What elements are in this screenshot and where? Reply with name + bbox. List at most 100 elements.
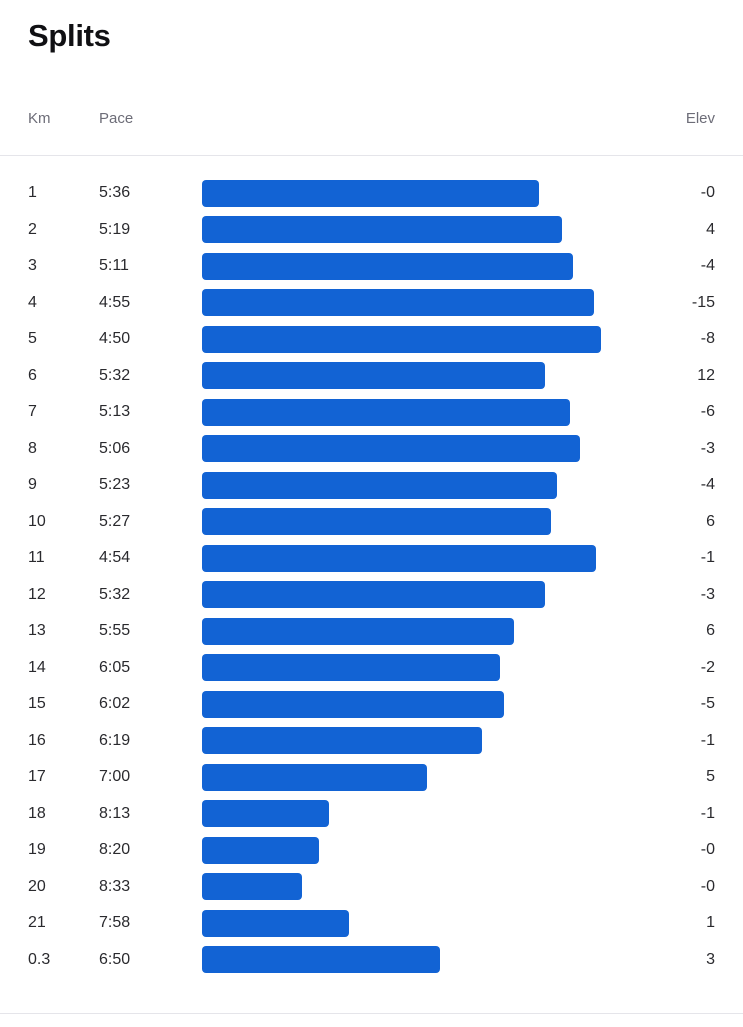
split-row: 8 5:06 -3 xyxy=(0,431,743,468)
pace-bar-track xyxy=(202,763,669,791)
pace-value: 7:58 xyxy=(99,914,131,932)
split-row: 9 5:23 -4 xyxy=(0,467,743,504)
pace-bar xyxy=(202,289,594,317)
pace-bar-track xyxy=(202,398,669,426)
km-value: 8 xyxy=(28,439,37,457)
pace-value: 5:19 xyxy=(99,220,131,238)
split-row: 7 5:13 -6 xyxy=(0,394,743,431)
km-value: 17 xyxy=(28,768,46,786)
pace-bar-track xyxy=(202,617,669,645)
pace-bar-track xyxy=(202,471,669,499)
pace-bar-track xyxy=(202,727,669,755)
split-row: 14 6:05 -2 xyxy=(0,650,743,687)
pace-bar xyxy=(202,617,514,645)
split-row: 1 5:36 -0 xyxy=(0,175,743,212)
pace-value: 6:02 xyxy=(99,695,131,713)
split-row: 12 5:32 -3 xyxy=(0,577,743,614)
elev-value: 1 xyxy=(706,914,715,932)
split-row: 11 4:54 -1 xyxy=(0,540,743,577)
elev-value: 6 xyxy=(706,622,715,640)
table-header: Km Pace Elev xyxy=(0,110,743,127)
elev-value: -1 xyxy=(700,549,715,567)
elev-value: -3 xyxy=(700,585,715,603)
splits-table: 1 5:36 -0 2 5:19 4 3 5:11 -4 4 4:55 -15 5 4:50 -8 6 5:32… xyxy=(0,156,743,978)
pace-bar-track xyxy=(202,873,669,901)
pace-value: 8:20 xyxy=(99,841,131,859)
split-row: 4 4:55 -15 xyxy=(0,285,743,322)
pace-bar xyxy=(202,216,562,244)
elev-value: 3 xyxy=(706,950,715,968)
split-row: 2 5:19 4 xyxy=(0,212,743,249)
pace-value: 8:13 xyxy=(99,804,131,822)
pace-bar-track xyxy=(202,544,669,572)
split-row: 6 5:32 12 xyxy=(0,358,743,395)
pace-value: 7:00 xyxy=(99,768,131,786)
pace-value: 5:32 xyxy=(99,585,131,603)
km-value: 2 xyxy=(28,220,37,238)
elev-value: -0 xyxy=(700,877,715,895)
bottom-divider xyxy=(0,1013,743,1014)
split-row: 18 8:13 -1 xyxy=(0,796,743,833)
pace-value: 5:36 xyxy=(99,184,131,202)
pace-bar xyxy=(202,727,482,755)
split-row: 13 5:55 6 xyxy=(0,613,743,650)
elev-value: -1 xyxy=(700,804,715,822)
km-value: 14 xyxy=(28,658,46,676)
pace-bar-track xyxy=(202,909,669,937)
pace-bar xyxy=(202,873,302,901)
pace-bar-track xyxy=(202,654,669,682)
pace-value: 4:54 xyxy=(99,549,131,567)
pace-bar-track xyxy=(202,581,669,609)
split-row: 5 4:50 -8 xyxy=(0,321,743,358)
pace-bar xyxy=(202,763,427,791)
pace-value: 4:55 xyxy=(99,293,131,311)
pace-bar-track xyxy=(202,325,669,353)
pace-value: 6:19 xyxy=(99,731,131,749)
pace-bar-track xyxy=(202,362,669,390)
km-value: 0.3 xyxy=(28,950,51,968)
elev-value: -0 xyxy=(700,841,715,859)
km-value: 9 xyxy=(28,476,37,494)
pace-bar xyxy=(202,398,570,426)
split-row: 3 5:11 -4 xyxy=(0,248,743,285)
pace-value: 5:06 xyxy=(99,439,131,457)
pace-bar xyxy=(202,435,580,463)
pace-bar-track xyxy=(202,508,669,536)
km-value: 19 xyxy=(28,841,46,859)
pace-value: 5:23 xyxy=(99,476,131,494)
elev-value: 5 xyxy=(706,768,715,786)
pace-value: 5:27 xyxy=(99,512,131,530)
pace-bar xyxy=(202,471,557,499)
km-value: 18 xyxy=(28,804,46,822)
split-row: 19 8:20 -0 xyxy=(0,832,743,869)
pace-bar xyxy=(202,544,596,572)
split-row: 15 6:02 -5 xyxy=(0,686,743,723)
pace-bar xyxy=(202,362,545,390)
pace-bar-track xyxy=(202,946,669,974)
page-title: Splits xyxy=(28,18,111,53)
pace-bar-track xyxy=(202,690,669,718)
km-value: 13 xyxy=(28,622,46,640)
pace-bar xyxy=(202,909,349,937)
pace-bar-track xyxy=(202,252,669,280)
pace-bar xyxy=(202,179,539,207)
header-km: Km xyxy=(28,110,51,127)
pace-bar-track xyxy=(202,289,669,317)
elev-value: -3 xyxy=(700,439,715,457)
elev-value: -2 xyxy=(700,658,715,676)
km-value: 10 xyxy=(28,512,46,530)
elev-value: -5 xyxy=(700,695,715,713)
header-pace: Pace xyxy=(99,110,134,127)
elev-value: -0 xyxy=(700,184,715,202)
pace-bar xyxy=(202,325,601,353)
elev-value: -4 xyxy=(700,257,715,275)
pace-bar xyxy=(202,946,440,974)
km-value: 16 xyxy=(28,731,46,749)
elev-value: -4 xyxy=(700,476,715,494)
elev-value: 4 xyxy=(706,220,715,238)
elev-value: -8 xyxy=(700,330,715,348)
pace-bar xyxy=(202,836,319,864)
elev-value: -1 xyxy=(700,731,715,749)
pace-bar xyxy=(202,252,573,280)
split-row: 10 5:27 6 xyxy=(0,504,743,541)
